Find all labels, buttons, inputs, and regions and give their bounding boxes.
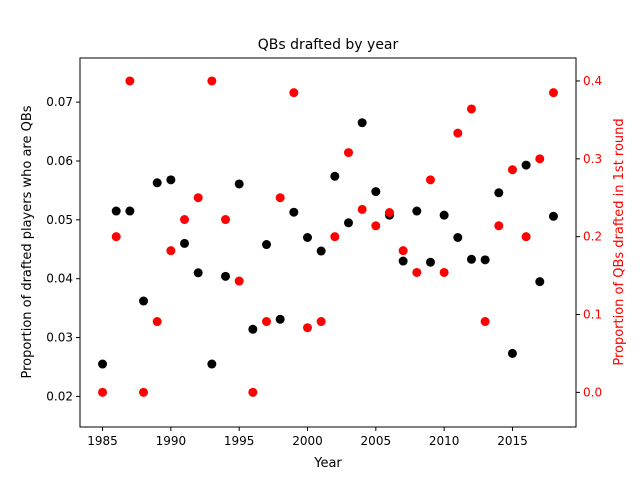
right-series-point-2002 <box>330 232 340 242</box>
left-series-point-2008 <box>412 206 422 216</box>
right-series-point-1993 <box>207 76 217 86</box>
left-series-point-1997 <box>262 240 272 250</box>
left-series-point-2018 <box>548 211 558 221</box>
left-series-point-1987 <box>125 206 135 216</box>
y-tick-label: 0.04 <box>46 272 73 286</box>
left-series-point-1993 <box>207 359 217 369</box>
right-series-point-1990 <box>166 246 176 256</box>
y-tick-label: 0.06 <box>46 154 73 168</box>
y2-tick-label: 0.0 <box>583 385 602 399</box>
right-series-point-1995 <box>234 276 244 286</box>
left-series-point-1991 <box>180 238 190 248</box>
x-tick-label: 2000 <box>292 434 323 448</box>
right-series-point-2005 <box>371 221 381 231</box>
left-series-point-1996 <box>248 324 258 334</box>
left-series-point-2003 <box>343 218 353 228</box>
left-series-point-1995 <box>234 179 244 189</box>
left-series-point-2000 <box>303 232 313 242</box>
y-tick-label: 0.07 <box>46 95 73 109</box>
right-series-point-2018 <box>548 88 558 98</box>
y2-axis-ticks: 0.0 0.1 0.2 0.3 0.4 <box>576 74 602 399</box>
plot-frame <box>79 57 577 428</box>
x-tick-label: 2005 <box>361 434 392 448</box>
y-tick-label: 0.02 <box>46 389 73 403</box>
right-series-point-2017 <box>535 154 545 164</box>
right-series-point-1987 <box>125 76 135 86</box>
chart-title: QBs drafted by year <box>258 37 399 53</box>
x-tick-label: 1995 <box>224 434 255 448</box>
right-series-point-2011 <box>453 128 463 138</box>
left-series-point-1990 <box>166 175 176 185</box>
left-series-point-1998 <box>275 314 285 324</box>
right-series-point-1992 <box>193 193 203 203</box>
right-series-point-2010 <box>439 267 449 277</box>
right-series-point-1988 <box>139 387 149 397</box>
y2-tick-label: 0.3 <box>583 152 602 166</box>
x-tick-label: 1990 <box>156 434 187 448</box>
left-series-point-2004 <box>357 118 367 128</box>
left-series-point-2009 <box>425 257 435 267</box>
right-series-point-1985 <box>98 387 108 397</box>
right-series-point-1998 <box>275 193 285 203</box>
left-series-point-1994 <box>221 271 231 281</box>
x-tick-label: 2010 <box>429 434 460 448</box>
right-series-point-1989 <box>152 317 162 327</box>
right-series-point-2003 <box>343 148 353 158</box>
y-axis-ticks: 0.02 0.03 0.04 0.05 0.06 0.07 <box>46 95 80 403</box>
right-series-point-1996 <box>248 387 258 397</box>
left-series-point-2012 <box>466 254 476 264</box>
y2-tick-label: 0.2 <box>583 230 602 244</box>
right-series-point-2007 <box>398 246 408 256</box>
y2-axis-label: Proportion of QBs drafted in 1st round <box>612 118 627 365</box>
y-tick-label: 0.03 <box>46 331 73 345</box>
right-series-point-2000 <box>303 323 313 333</box>
right-series-point-2013 <box>480 317 490 327</box>
right-series-point-2012 <box>466 104 476 114</box>
right-series-point-2009 <box>425 175 435 185</box>
left-series-point-1988 <box>139 296 149 306</box>
left-series-point-2001 <box>316 246 326 256</box>
left-series-point-2007 <box>398 256 408 266</box>
x-axis-ticks: 1985 1990 1995 2000 2005 2010 2015 <box>87 427 528 448</box>
left-series-point-2002 <box>330 171 340 181</box>
left-series-points <box>98 118 558 369</box>
y-axis-label: Proportion of drafted players who are QB… <box>20 105 35 378</box>
right-series-point-1994 <box>221 215 231 225</box>
left-series-point-1989 <box>152 178 162 188</box>
left-series-point-1985 <box>98 359 108 369</box>
left-series-point-1986 <box>111 206 121 216</box>
y2-tick-label: 0.4 <box>583 74 602 88</box>
left-series-point-2015 <box>507 348 517 358</box>
right-series-point-2014 <box>494 221 504 231</box>
y2-tick-label: 0.1 <box>583 308 602 322</box>
left-series-point-2011 <box>453 232 463 242</box>
right-series-point-1986 <box>111 232 121 242</box>
x-tick-label: 2015 <box>497 434 528 448</box>
left-series-point-2010 <box>439 210 449 220</box>
left-series-point-2013 <box>480 255 490 265</box>
left-series-point-2016 <box>521 160 531 170</box>
left-series-point-2017 <box>535 277 545 287</box>
left-series-point-2014 <box>494 188 504 198</box>
x-axis-label: Year <box>313 456 342 471</box>
right-series-points <box>98 76 558 397</box>
right-series-point-2006 <box>384 208 394 218</box>
right-series-point-2001 <box>316 317 326 327</box>
y-tick-label: 0.05 <box>46 213 73 227</box>
left-series-point-1999 <box>289 207 299 217</box>
left-series-point-1992 <box>193 268 203 278</box>
right-series-point-1991 <box>180 215 190 225</box>
right-series-point-1997 <box>262 317 272 327</box>
right-series-point-2004 <box>357 204 367 214</box>
x-tick-label: 1985 <box>87 434 118 448</box>
right-series-point-2016 <box>521 232 531 242</box>
left-series-point-2005 <box>371 187 381 197</box>
right-series-point-2015 <box>507 165 517 175</box>
right-series-point-2008 <box>412 267 422 277</box>
right-series-point-1999 <box>289 88 299 98</box>
plot-area <box>79 57 577 428</box>
